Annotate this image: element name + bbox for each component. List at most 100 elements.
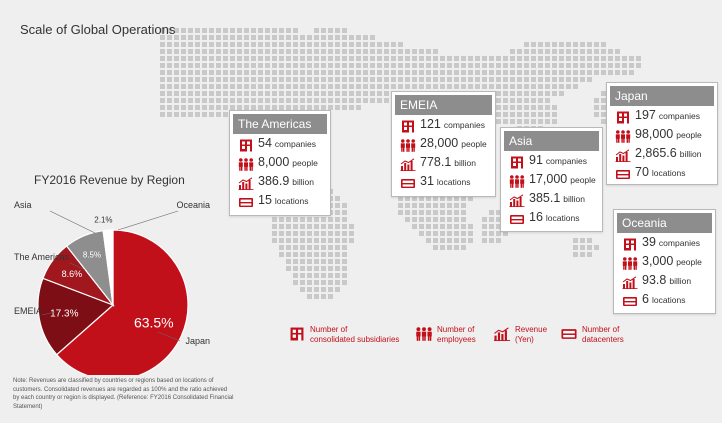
stat-value: 17,000: [529, 172, 568, 186]
map-dot: [209, 84, 214, 89]
map-dot: [342, 63, 347, 68]
map-dot: [307, 231, 312, 236]
map-dot: [377, 63, 382, 68]
map-dot: [531, 105, 536, 110]
map-dot: [300, 224, 305, 229]
map-dot: [538, 77, 543, 82]
map-dot: [391, 77, 396, 82]
map-dot: [510, 105, 515, 110]
stat-unit: billion: [454, 158, 477, 168]
legend-text: Revenue (Yen): [515, 325, 547, 345]
map-dot: [356, 84, 361, 89]
map-dot: [202, 98, 207, 103]
map-dot: [419, 210, 424, 215]
map-dot: [559, 84, 564, 89]
map-dot: [594, 245, 599, 250]
map-dot: [181, 35, 186, 40]
map-dot: [587, 245, 592, 250]
map-dot: [272, 63, 277, 68]
map-dot: [377, 49, 382, 54]
map-dot: [237, 63, 242, 68]
map-dot: [216, 56, 221, 61]
map-dot: [447, 231, 452, 236]
map-dot: [412, 196, 417, 201]
map-dot: [552, 63, 557, 68]
revenue-pie-chart: 63.5% 17.3% 8.6% 8.5% 2.1% Asia Oceania The Ame…: [14, 200, 210, 375]
map-dot: [503, 63, 508, 68]
stat-unit: companies: [443, 120, 485, 130]
map-dot: [496, 119, 501, 124]
map-dot: [349, 91, 354, 96]
map-dot: [258, 70, 263, 75]
map-dot: [230, 49, 235, 54]
map-dot: [188, 91, 193, 96]
map-dot: [335, 224, 340, 229]
stat-unit: companies: [658, 111, 700, 121]
map-dot: [447, 63, 452, 68]
map-dot: [377, 98, 382, 103]
map-dot: [300, 287, 305, 292]
legend-text: Number of datacenters: [582, 325, 624, 345]
legend-line: employees: [437, 335, 476, 344]
map-dot: [272, 42, 277, 47]
map-dot: [524, 84, 529, 89]
map-dot: [391, 56, 396, 61]
legend-line: Number of: [582, 325, 620, 334]
map-dot: [293, 280, 298, 285]
map-dot: [524, 112, 529, 117]
map-dot: [328, 28, 333, 33]
map-dot: [335, 98, 340, 103]
map-dot: [454, 245, 459, 250]
map-dot: [279, 98, 284, 103]
map-dot: [223, 56, 228, 61]
map-dot: [573, 84, 578, 89]
map-dot: [188, 56, 193, 61]
map-dot: [279, 84, 284, 89]
map-dot: [321, 252, 326, 257]
map-dot: [300, 91, 305, 96]
map-dot: [559, 70, 564, 75]
map-dot: [223, 35, 228, 40]
map-dot: [335, 56, 340, 61]
map-dot: [489, 224, 494, 229]
map-dot: [307, 280, 312, 285]
map-dot: [496, 63, 501, 68]
map-dot: [321, 63, 326, 68]
map-dot: [412, 84, 417, 89]
map-dot: [384, 77, 389, 82]
map-dot: [174, 70, 179, 75]
map-dot: [300, 245, 305, 250]
map-dot: [223, 77, 228, 82]
map-dot: [244, 77, 249, 82]
map-dot: [601, 42, 606, 47]
map-dot: [433, 231, 438, 236]
map-dot: [272, 231, 277, 236]
map-dot: [321, 245, 326, 250]
map-dot: [286, 91, 291, 96]
map-dot: [279, 42, 284, 47]
map-dot: [601, 91, 606, 96]
map-dot: [195, 84, 200, 89]
map-dot: [475, 84, 480, 89]
map-dot: [489, 70, 494, 75]
building-icon: [617, 111, 629, 124]
map-dot: [174, 28, 179, 33]
map-dot: [370, 70, 375, 75]
map-dot: [580, 42, 585, 47]
map-dot: [328, 266, 333, 271]
map-dot: [370, 91, 375, 96]
map-dot: [510, 98, 515, 103]
map-dot: [279, 63, 284, 68]
map-dot: [426, 224, 431, 229]
map-dot: [293, 56, 298, 61]
map-dot: [601, 98, 606, 103]
map-dot: [356, 91, 361, 96]
map-dot: [307, 35, 312, 40]
map-dot: [188, 28, 193, 33]
map-dot: [160, 35, 165, 40]
map-dot: [566, 84, 571, 89]
map-dot: [195, 28, 200, 33]
map-dot: [167, 70, 172, 75]
map-dot: [181, 77, 186, 82]
